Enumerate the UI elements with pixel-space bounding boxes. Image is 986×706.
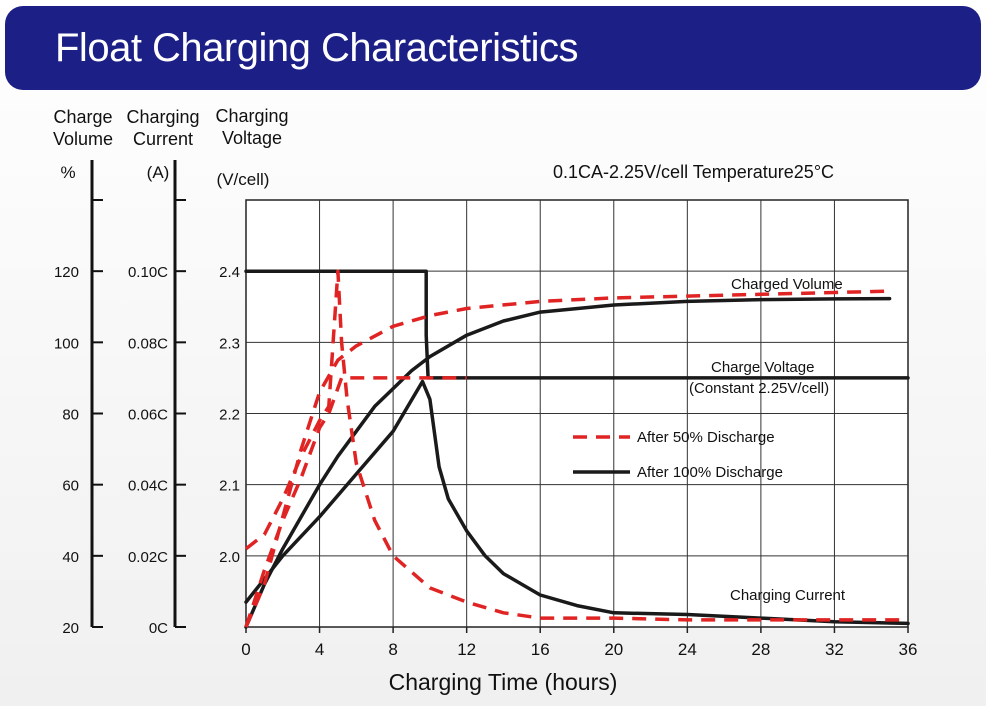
series-line-charged-volume-50 [244,289,890,628]
x-axis-label: Charging Time (hours) [389,669,618,695]
voltage-axis-unit: (V/cell) [217,170,270,189]
voltage-tick-label: 2.2 [219,407,240,424]
header-bar: Float Charging Characteristics [5,6,981,90]
annotation-charge-voltage: Charge Voltage [711,359,814,376]
volume-tick-label: 100 [54,335,79,352]
x-tick-label: 36 [899,640,918,659]
volume-axis-unit: % [60,163,75,182]
x-tick-label: 28 [751,640,770,659]
series-line-charging-current-100 [244,379,910,626]
voltage-axis-title: Charging [215,106,288,126]
voltage-tick-label: 2.1 [219,478,240,495]
conditions-label: 0.1CA-2.25V/cell Temperature25°C [553,162,834,182]
x-tick-label: 0 [241,640,250,659]
x-tick-label: 32 [825,640,844,659]
voltage-tick-label: 2.3 [219,335,240,352]
x-tick-label: 16 [531,640,550,659]
x-tick-label: 24 [678,640,697,659]
current-tick-label: 0.04C [128,478,168,495]
grid-lines [246,200,908,627]
x-tick-label: 20 [604,640,623,659]
current-axis-unit: (A) [147,163,170,182]
page-title: Float Charging Characteristics [55,26,579,70]
volume-axis-title: Volume [53,129,113,149]
volume-tick-label: 120 [54,264,79,281]
annotation-constant-voltage: (Constant 2.25V/cell) [689,380,829,397]
current-axis-title: Current [133,129,193,149]
x-tick-label: 8 [388,640,397,659]
volume-tick-label: 80 [62,407,79,424]
x-tick-label: 4 [315,640,324,659]
legend-label: After 100% Discharge [637,464,783,481]
volume-tick-label: 60 [62,478,79,495]
annotation-charged-volume: Charged Volume [731,276,843,293]
current-tick-label: 0.02C [128,549,168,566]
volume-tick-label: 20 [62,620,79,637]
series-line-charging-current-50 [244,269,908,622]
current-tick-label: 0C [149,620,168,637]
voltage-tick-label: 2.4 [219,264,240,281]
voltage-axis-title: Voltage [222,128,282,148]
volume-axis-title: Charge [53,107,112,127]
current-tick-label: 0.10C [128,264,168,281]
annotation-charging-current: Charging Current [730,587,846,604]
series-group [244,269,910,629]
current-axis-title: Charging [126,107,199,127]
series-line-charged-volume-100 [244,296,892,629]
current-tick-label: 0.06C [128,407,168,424]
volume-tick-label: 40 [62,549,79,566]
legend: After 50% Discharge After 100% Discharge [573,429,783,481]
x-axis: 0 4 8 12 16 20 24 28 32 36 [241,627,917,659]
current-tick-label: 0.08C [128,335,168,352]
x-tick-label: 12 [457,640,476,659]
legend-label: After 50% Discharge [637,429,775,446]
voltage-tick-label: 2.0 [219,549,240,566]
